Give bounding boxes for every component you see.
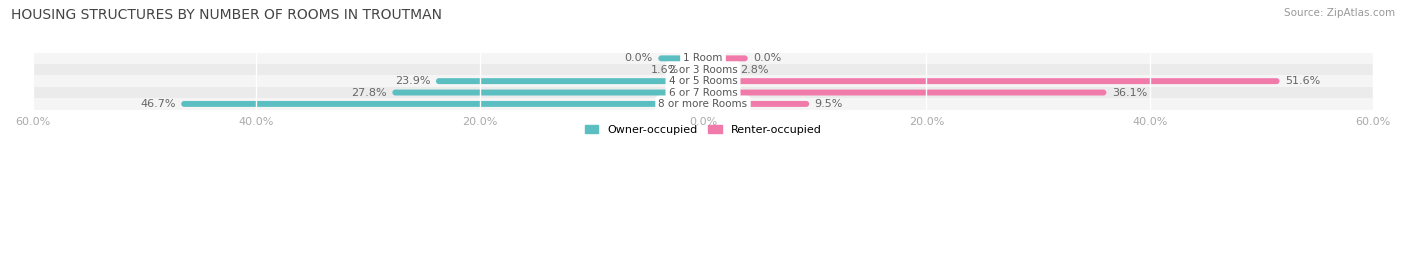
FancyBboxPatch shape xyxy=(703,78,1279,84)
Text: 1 Room: 1 Room xyxy=(683,53,723,63)
Text: 9.5%: 9.5% xyxy=(814,99,844,109)
Text: 36.1%: 36.1% xyxy=(1112,87,1147,98)
Text: 46.7%: 46.7% xyxy=(141,99,176,109)
FancyBboxPatch shape xyxy=(685,67,703,73)
Text: 1.6%: 1.6% xyxy=(651,65,679,75)
Text: 23.9%: 23.9% xyxy=(395,76,430,86)
Bar xyxy=(32,87,1374,98)
Text: 8 or more Rooms: 8 or more Rooms xyxy=(658,99,748,109)
Text: 0.0%: 0.0% xyxy=(624,53,652,63)
FancyBboxPatch shape xyxy=(703,55,748,61)
FancyBboxPatch shape xyxy=(658,55,703,61)
FancyBboxPatch shape xyxy=(703,67,734,73)
Bar xyxy=(32,75,1374,87)
FancyBboxPatch shape xyxy=(436,78,703,84)
Text: 6 or 7 Rooms: 6 or 7 Rooms xyxy=(669,87,737,98)
Text: 2.8%: 2.8% xyxy=(740,65,768,75)
Bar xyxy=(32,64,1374,75)
Text: 0.0%: 0.0% xyxy=(754,53,782,63)
FancyBboxPatch shape xyxy=(181,101,703,107)
Text: 4 or 5 Rooms: 4 or 5 Rooms xyxy=(669,76,737,86)
Text: Source: ZipAtlas.com: Source: ZipAtlas.com xyxy=(1284,8,1395,18)
Text: HOUSING STRUCTURES BY NUMBER OF ROOMS IN TROUTMAN: HOUSING STRUCTURES BY NUMBER OF ROOMS IN… xyxy=(11,8,443,22)
FancyBboxPatch shape xyxy=(392,90,703,95)
Text: 51.6%: 51.6% xyxy=(1285,76,1320,86)
FancyBboxPatch shape xyxy=(703,90,1107,95)
Bar xyxy=(32,98,1374,109)
Legend: Owner-occupied, Renter-occupied: Owner-occupied, Renter-occupied xyxy=(581,120,825,139)
FancyBboxPatch shape xyxy=(703,101,808,107)
Text: 27.8%: 27.8% xyxy=(352,87,387,98)
Text: 2 or 3 Rooms: 2 or 3 Rooms xyxy=(669,65,737,75)
Bar xyxy=(32,53,1374,64)
